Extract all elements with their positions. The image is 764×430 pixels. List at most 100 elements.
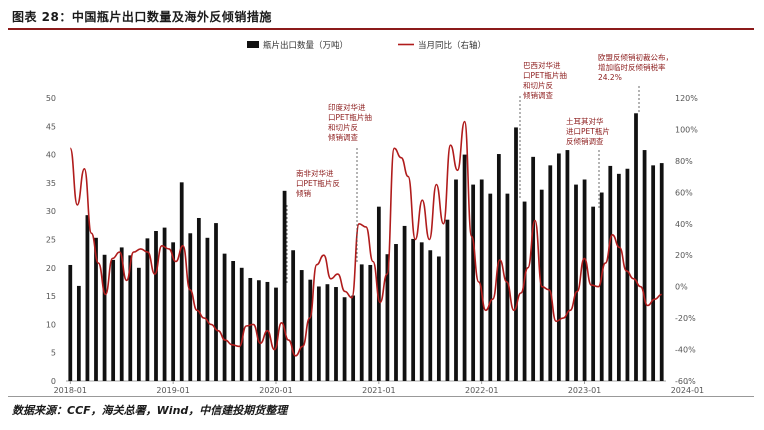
x-tick-label: 2018-01 <box>54 386 87 395</box>
legend-label-bars: 瓶片出口数量（万吨） <box>263 40 348 51</box>
right-tick-label: 100% <box>675 125 698 134</box>
annotation-text: 南非对华进口PET瓶片反倾销 <box>296 168 340 198</box>
bar-mark <box>385 254 390 381</box>
x-tick-label: 2021-01 <box>362 386 395 395</box>
annotation-text: 印度对华进口PET瓶片抽和切片反倾销调查 <box>328 102 372 142</box>
left-tick-label: 50 <box>46 94 56 103</box>
bar-mark <box>376 206 381 381</box>
bar-mark <box>436 256 441 381</box>
figure-title: 图表 28：中国瓶片出口数量及海外反倾销措施 <box>12 10 272 24</box>
bar-mark <box>94 237 98 381</box>
bar-mark <box>111 259 116 381</box>
bar-mark <box>634 113 638 381</box>
bar-mark <box>514 127 518 382</box>
bar-mark <box>274 287 278 381</box>
bar-mark <box>368 264 373 381</box>
bar-mark <box>119 247 124 381</box>
right-tick-label: 20% <box>675 251 693 260</box>
bar-mark <box>351 295 356 381</box>
bar-mark <box>411 238 416 381</box>
bar-mark <box>419 242 424 381</box>
bar-mark <box>85 215 90 381</box>
bar-mark <box>625 168 630 381</box>
bar-mark <box>188 233 193 381</box>
bar-mark <box>68 264 73 381</box>
bar-mark <box>608 165 613 381</box>
bar-mark <box>239 267 244 381</box>
bar-mark <box>548 165 553 381</box>
bar-mark <box>179 182 184 381</box>
right-tick-label: 80% <box>675 157 693 166</box>
yoy-line <box>69 120 662 357</box>
bar-mark <box>76 285 81 381</box>
left-tick-label: 5 <box>51 349 56 358</box>
source-note: 数据来源：CCF，海关总署，Wind，中信建投期货整理 <box>12 404 288 417</box>
left-tick-label: 30 <box>46 207 56 216</box>
left-tick-label: 20 <box>46 264 56 273</box>
right-tick-label: 60% <box>675 188 693 197</box>
bar-mark <box>196 217 201 381</box>
legend-swatch-bars <box>247 41 259 48</box>
bar-mark <box>599 192 604 381</box>
bar-mark <box>154 231 158 381</box>
left-tick-label: 45 <box>46 122 56 131</box>
bar-mark <box>556 153 561 381</box>
bar-mark <box>428 250 433 381</box>
bar-mark <box>522 201 527 381</box>
annotation-text: 巴西对华进口PET瓶片抽和切片反倾销调查 <box>523 60 567 100</box>
bar-mark <box>102 254 107 381</box>
right-tick-label: 0% <box>675 283 688 292</box>
bar-mark <box>591 206 596 381</box>
bar-mark <box>445 219 450 381</box>
left-tick-label: 10 <box>46 320 56 329</box>
bar-mark <box>462 154 467 381</box>
bar-mark <box>291 250 296 381</box>
left-tick-label: 25 <box>46 236 56 245</box>
annotation-text: 欧盟反倾销初裁公布，增加临时反倾销税率 24.2% <box>598 52 673 82</box>
bar-mark <box>128 255 133 381</box>
x-tick-label: 2024-01 <box>671 386 704 395</box>
bar-mark <box>308 279 313 381</box>
bar-mark <box>642 150 647 381</box>
x-tick-label: 2019-01 <box>156 386 189 395</box>
legend-label-line: 当月同比（右轴） <box>418 40 486 51</box>
bar-mark <box>256 280 261 381</box>
x-tick-label: 2022-01 <box>465 386 498 395</box>
bar-mark <box>359 264 364 381</box>
bar-mark <box>479 179 484 381</box>
left-tick-label: 40 <box>46 151 56 160</box>
bar-mark <box>394 244 398 381</box>
bar-mark <box>162 227 167 381</box>
bar-mark <box>171 242 176 381</box>
bar-mark <box>231 261 236 381</box>
bar-mark <box>222 253 227 381</box>
bar-mark <box>342 297 347 381</box>
right-tick-label: -40% <box>675 346 696 355</box>
left-tick-label: 0 <box>51 377 56 386</box>
x-tick-label: 2023-01 <box>568 386 601 395</box>
bar-mark <box>205 237 210 381</box>
bar-mark <box>282 190 287 381</box>
right-tick-label: -20% <box>675 314 696 323</box>
bar-mark <box>136 267 141 381</box>
bar-mark <box>299 270 304 381</box>
annotation-text: 土耳其对华进口PET瓶片反倾销调查 <box>566 116 610 146</box>
bar-mark <box>616 173 621 381</box>
bar-mark <box>574 184 578 381</box>
bar-mark <box>496 154 501 381</box>
bar-mark <box>505 193 510 381</box>
bar-mark <box>402 225 407 381</box>
x-tick-label: 2020-01 <box>259 386 292 395</box>
bar-mark <box>316 286 321 381</box>
bar-mark <box>531 156 536 381</box>
bar-mark <box>214 223 218 381</box>
bar-mark <box>471 184 476 381</box>
bar-mark <box>488 193 493 381</box>
left-tick-label: 15 <box>46 292 56 301</box>
bar-mark <box>248 277 253 381</box>
bar-mark <box>582 179 587 381</box>
right-tick-label: -60% <box>675 377 696 386</box>
right-tick-label: 120% <box>675 94 698 103</box>
bar-mark <box>565 150 570 381</box>
